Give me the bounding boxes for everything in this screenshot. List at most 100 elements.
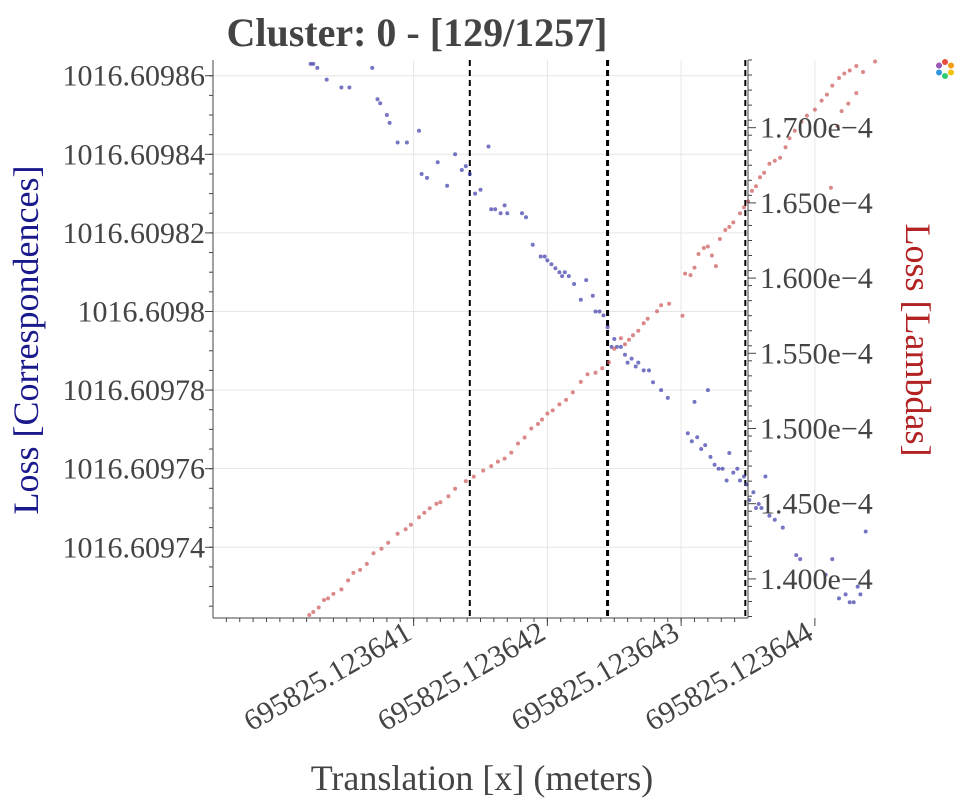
data-point-lambdas — [489, 464, 494, 469]
data-point-lambdas — [701, 246, 706, 250]
data-point-lambdas — [339, 587, 344, 592]
data-point-correspondences — [727, 451, 732, 455]
data-point-lambdas — [326, 596, 330, 601]
data-point-lambdas — [758, 175, 762, 180]
data-point-correspondences — [855, 584, 860, 589]
data-point-lambdas — [627, 337, 631, 342]
data-point-lambdas — [709, 253, 714, 258]
data-point-correspondences — [478, 187, 483, 192]
data-point-lambdas — [837, 76, 841, 80]
data-point-lambdas — [750, 188, 754, 193]
data-point-correspondences — [419, 172, 424, 176]
data-point-lambdas — [578, 379, 583, 384]
data-point-correspondences — [767, 513, 772, 518]
data-point-correspondences — [473, 191, 478, 196]
data-point-correspondences — [665, 395, 670, 400]
data-point-correspondences — [618, 344, 623, 349]
data-point-correspondences — [695, 435, 700, 440]
y-right-tick-label: 1.700e−4 — [760, 112, 873, 145]
data-point-correspondences — [623, 352, 627, 357]
grid-lines — [213, 60, 816, 618]
data-point-correspondences — [566, 274, 571, 279]
data-point-correspondences — [493, 207, 498, 212]
data-point-lambdas — [783, 145, 788, 150]
data-point-correspondences — [692, 399, 697, 404]
data-point-correspondences — [339, 85, 344, 90]
data-point-lambdas — [529, 426, 534, 431]
data-point-correspondences — [712, 462, 717, 467]
y-left-tick-label: 1016.60982 — [63, 217, 206, 250]
data-point-correspondences — [625, 360, 630, 365]
y-left-tick-label: 1016.60984 — [63, 138, 206, 171]
data-point-correspondences — [384, 113, 389, 117]
data-point-correspondences — [584, 278, 589, 283]
data-point-correspondences — [524, 215, 528, 220]
data-point-correspondences — [837, 596, 841, 601]
data-point-lambdas — [322, 598, 326, 602]
data-point-correspondences — [505, 211, 510, 216]
chart-title: Cluster: 0 - [129/1257] — [226, 10, 607, 55]
series-correspondences — [308, 61, 868, 605]
data-point-lambdas — [364, 561, 369, 566]
data-point-correspondences — [685, 431, 690, 436]
data-point-lambdas — [754, 184, 758, 189]
data-point-correspondences — [370, 65, 375, 70]
data-point-correspondences — [375, 97, 380, 102]
data-point-lambdas — [417, 515, 421, 520]
data-point-correspondences — [851, 600, 856, 605]
data-point-correspondences — [557, 270, 562, 275]
data-point-correspondences — [545, 258, 550, 263]
data-point-lambdas — [641, 321, 646, 326]
data-point-correspondences — [759, 506, 764, 510]
data-point-lambdas — [787, 136, 792, 141]
data-point-correspondences — [724, 478, 729, 483]
data-point-lambdas — [667, 301, 672, 306]
data-point-lambdas — [386, 540, 391, 545]
data-point-lambdas — [824, 92, 829, 97]
data-point-lambdas — [351, 570, 356, 575]
data-point-lambdas — [692, 265, 697, 270]
data-point-correspondences — [705, 388, 710, 393]
plot-area: 695825.123641695825.123642695825.1236436… — [63, 59, 878, 738]
data-point-correspondences — [502, 203, 507, 208]
y-right-tick-label: 1.500e−4 — [760, 412, 873, 445]
data-point-lambdas — [593, 370, 598, 375]
data-point-correspondences — [486, 144, 491, 149]
data-point-lambdas — [408, 522, 413, 527]
data-point-correspondences — [847, 600, 852, 605]
y-right-axis-label: Loss [Lambdas] — [898, 224, 938, 457]
data-point-lambdas — [828, 185, 833, 190]
data-point-correspondences — [520, 211, 524, 216]
data-point-lambdas — [723, 228, 728, 232]
data-point-correspondences — [699, 447, 704, 451]
data-point-lambdas — [427, 506, 432, 511]
data-point-correspondences — [636, 360, 641, 365]
data-point-correspondences — [754, 506, 758, 510]
data-point-lambdas — [379, 546, 384, 551]
data-point-correspondences — [324, 77, 329, 82]
data-point-correspondences — [425, 175, 429, 180]
y-right-tick-label: 1.550e−4 — [760, 337, 873, 370]
data-point-lambdas — [422, 510, 427, 515]
data-point-correspondences — [612, 337, 617, 341]
data-point-correspondences — [823, 572, 828, 577]
data-point-lambdas — [742, 205, 746, 210]
data-point-lambdas — [307, 613, 312, 617]
data-point-lambdas — [570, 390, 575, 395]
y-right-tick-label: 1.600e−4 — [760, 262, 873, 295]
data-point-correspondences — [378, 101, 383, 106]
y-left-tick-label: 1016.60974 — [63, 531, 206, 564]
data-point-lambdas — [502, 456, 507, 461]
plotly-logo-icon[interactable] — [934, 58, 956, 80]
data-point-lambdas — [311, 610, 316, 614]
data-point-lambdas — [804, 113, 809, 118]
data-point-correspondences — [395, 140, 400, 145]
y-left-tick-label: 1016.60976 — [63, 453, 206, 486]
data-point-correspondences — [751, 490, 756, 495]
data-point-correspondences — [659, 388, 664, 393]
data-point-lambdas — [835, 124, 840, 129]
data-point-correspondences — [489, 207, 494, 212]
x-axis-label: Translation [x] (meters) — [311, 758, 654, 798]
data-point-lambdas — [606, 360, 611, 365]
